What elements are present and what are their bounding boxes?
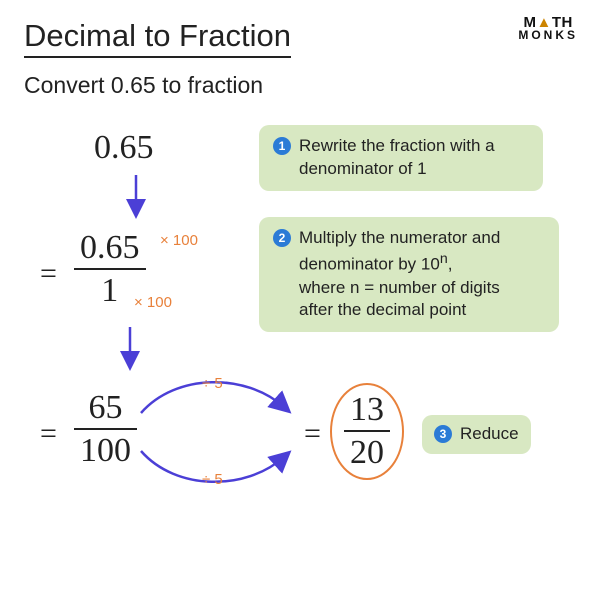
badge-3: 3 — [434, 425, 452, 443]
step3-fraction: 65 100 — [74, 389, 137, 470]
arrow-down-1 — [126, 173, 146, 219]
result-oval: 13 20 — [330, 383, 404, 480]
div5-top: ÷ 5 — [202, 375, 223, 392]
step3-equals: = — [40, 417, 57, 451]
step2-equals: = — [40, 257, 57, 291]
callout-2-text: Multiply the numerator and denominator b… — [299, 227, 500, 322]
step1-value: 0.65 — [94, 129, 154, 167]
badge-2: 2 — [273, 229, 291, 247]
callout-3: 3 Reduce — [422, 415, 531, 454]
diagram-area: 0.65 1 Rewrite the fraction with a denom… — [24, 129, 576, 609]
step3-denominator: 100 — [74, 432, 137, 469]
page-subtitle: Convert 0.65 to fraction — [24, 72, 576, 99]
page-title: Decimal to Fraction — [24, 18, 291, 58]
badge-1: 1 — [273, 137, 291, 155]
step3-equals2: = — [304, 417, 321, 451]
brand-logo: M▲TH MONKS — [518, 16, 578, 42]
callout-1-text: Rewrite the fraction with a denominator … — [299, 135, 529, 181]
result-denominator: 20 — [344, 434, 390, 471]
step2-denominator: 1 — [95, 272, 124, 309]
div5-bottom: ÷ 5 — [202, 471, 223, 488]
result-numerator: 13 — [344, 391, 390, 428]
step2-numerator: 0.65 — [74, 229, 146, 266]
result-fraction: 13 20 — [344, 391, 390, 472]
callout-1: 1 Rewrite the fraction with a denominato… — [259, 125, 543, 191]
arrow-down-2 — [120, 325, 140, 371]
step2-mult-top: × 100 — [160, 232, 198, 249]
step2-mult-bot: × 100 — [134, 294, 172, 311]
callout-2: 2 Multiply the numerator and denominator… — [259, 217, 559, 332]
step3-numerator: 65 — [83, 389, 129, 426]
callout-3-text: Reduce — [460, 423, 519, 446]
